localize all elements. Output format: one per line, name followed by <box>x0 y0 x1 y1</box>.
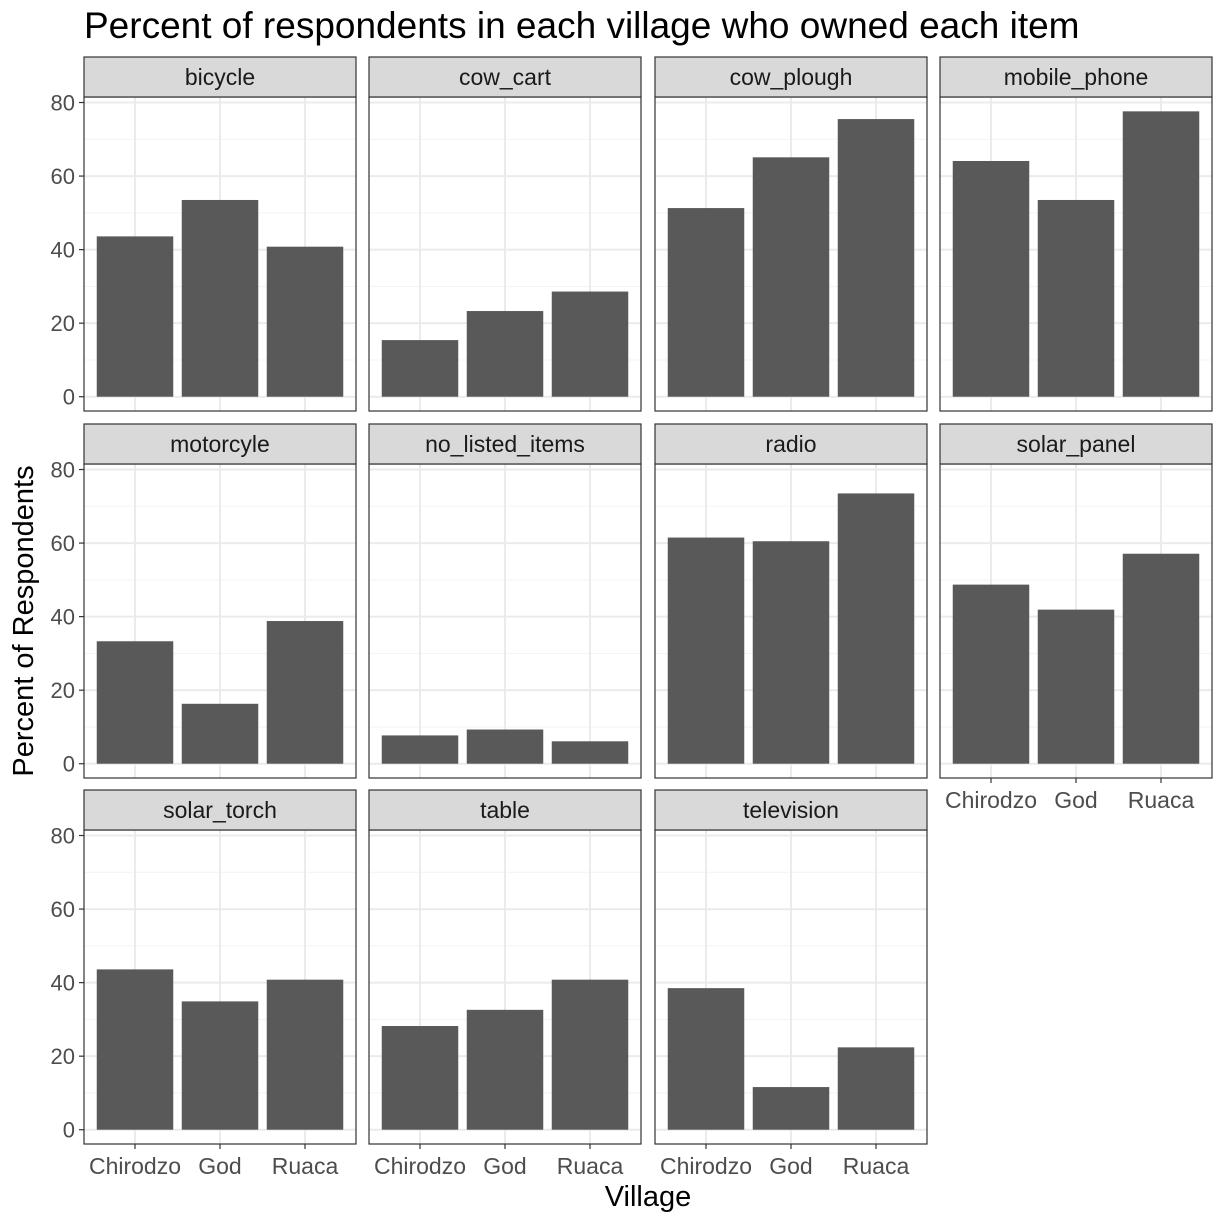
y-tick-label: 20 <box>51 678 75 703</box>
bar-table-God <box>466 1009 544 1130</box>
facet-strip <box>368 423 642 465</box>
facet-panel-no_listed_items: no_listed_items <box>368 423 642 779</box>
bar-cow_cart-Ruaca <box>551 291 629 397</box>
y-tick-label: 80 <box>51 91 75 116</box>
facet-panel-mobile_phone: mobile_phone <box>939 56 1213 412</box>
bar-radio-Chirodzo <box>667 537 745 764</box>
y-tick-label: 40 <box>51 238 75 263</box>
bar-mobile_phone-Ruaca <box>1122 111 1200 397</box>
bar-table-Chirodzo <box>381 1026 459 1130</box>
x-tick-label: Ruaca <box>272 1153 339 1179</box>
bar-solar_panel-God <box>1037 609 1115 764</box>
x-tick-label: Chirodzo <box>945 787 1037 813</box>
bar-solar_torch-Chirodzo <box>96 969 174 1130</box>
facet-strip <box>654 789 928 831</box>
facet-label: motorcyle <box>170 431 270 457</box>
facet-label: radio <box>765 431 816 457</box>
y-tick-label: 80 <box>51 458 75 483</box>
facet-panel-radio: radio <box>654 423 928 779</box>
facet-label: bicycle <box>185 64 255 90</box>
bar-bicycle-God <box>181 199 259 397</box>
bar-television-Chirodzo <box>667 988 745 1130</box>
x-tick-label: Ruaca <box>557 1153 624 1179</box>
bar-television-Ruaca <box>837 1047 915 1130</box>
y-tick-label: 60 <box>51 897 75 922</box>
bar-motorcyle-God <box>181 703 259 764</box>
facet-strip <box>939 423 1213 465</box>
facet-panel-cow_plough: cow_plough <box>654 56 928 412</box>
facet-strip <box>654 56 928 98</box>
chart-title: Percent of respondents in each village w… <box>84 5 1080 46</box>
facet-label: cow_plough <box>730 64 853 90</box>
x-tick-label: God <box>198 1153 241 1179</box>
bar-solar_panel-Chirodzo <box>952 584 1030 764</box>
facet-label: cow_cart <box>459 64 552 90</box>
facet-panel-television: television Chirodzo God Ruaca <box>654 789 928 1179</box>
facet-label: solar_torch <box>163 797 277 823</box>
bar-solar_torch-God <box>181 1001 259 1130</box>
bar-no_listed_items-God <box>466 729 544 764</box>
facet-panel-cow_cart: cow_cart <box>368 56 642 412</box>
facet-panel-solar_torch: solar_torch 0 20 40 60 80 Chirodzo God Ruaca <box>51 789 357 1179</box>
y-tick-label: 0 <box>63 1118 75 1143</box>
facet-strip <box>83 789 357 831</box>
y-tick-label: 60 <box>51 164 75 189</box>
facet-strip <box>368 789 642 831</box>
bar-cow_plough-Chirodzo <box>667 208 745 397</box>
y-tick-label: 60 <box>51 531 75 556</box>
facet-strip <box>83 56 357 98</box>
facet-label: television <box>743 797 839 823</box>
facet-label: table <box>480 797 530 823</box>
y-tick-label: 80 <box>51 824 75 849</box>
facet-strip <box>83 423 357 465</box>
x-tick-label: God <box>483 1153 526 1179</box>
bar-no_listed_items-Ruaca <box>551 741 629 764</box>
y-tick-label: 40 <box>51 605 75 630</box>
bar-mobile_phone-Chirodzo <box>952 160 1030 397</box>
x-tick-label: Chirodzo <box>89 1153 181 1179</box>
bar-solar_panel-Ruaca <box>1122 553 1200 764</box>
x-tick-label: Chirodzo <box>660 1153 752 1179</box>
y-axis-label: Percent of Respondents <box>8 465 40 776</box>
facet-label: no_listed_items <box>425 431 585 457</box>
y-tick-label: 20 <box>51 311 75 336</box>
facet-strip <box>939 56 1213 98</box>
bar-bicycle-Chirodzo <box>96 236 174 397</box>
y-tick-label: 20 <box>51 1044 75 1069</box>
bar-no_listed_items-Chirodzo <box>381 735 459 764</box>
facet-panel-solar_panel: solar_panel Chirodzo God Ruaca <box>939 423 1213 813</box>
y-tick-label: 0 <box>63 752 75 777</box>
bar-solar_torch-Ruaca <box>266 979 344 1130</box>
facet-strip <box>654 423 928 465</box>
bar-motorcyle-Chirodzo <box>96 641 174 764</box>
bar-radio-God <box>752 541 830 764</box>
x-tick-label: Chirodzo <box>374 1153 466 1179</box>
bar-radio-Ruaca <box>837 493 915 764</box>
bar-cow_plough-Ruaca <box>837 119 915 397</box>
bar-cow_plough-God <box>752 157 830 397</box>
facet-label: solar_panel <box>1017 431 1136 457</box>
facet-panel-bicycle: bicycle 0 20 40 60 80 <box>51 56 357 412</box>
bar-television-God <box>752 1087 830 1130</box>
x-tick-label: God <box>769 1153 812 1179</box>
bar-table-Ruaca <box>551 979 629 1130</box>
x-axis-label: Village <box>605 1181 692 1213</box>
bar-bicycle-Ruaca <box>266 246 344 397</box>
y-tick-label: 0 <box>63 385 75 410</box>
x-tick-label: Ruaca <box>1128 787 1195 813</box>
x-tick-label: God <box>1054 787 1097 813</box>
bar-motorcyle-Ruaca <box>266 621 344 764</box>
y-tick-label: 40 <box>51 971 75 996</box>
facet-strip <box>368 56 642 98</box>
facet-label: mobile_phone <box>1004 64 1149 90</box>
bar-mobile_phone-God <box>1037 199 1115 397</box>
x-tick-label: Ruaca <box>843 1153 910 1179</box>
facet-panel-motorcyle: motorcyle 0 20 40 60 80 <box>51 423 357 779</box>
bar-cow_cart-God <box>466 311 544 397</box>
facet-panel-table: table Chirodzo God Ruaca <box>368 789 642 1179</box>
bar-cow_cart-Chirodzo <box>381 340 459 397</box>
